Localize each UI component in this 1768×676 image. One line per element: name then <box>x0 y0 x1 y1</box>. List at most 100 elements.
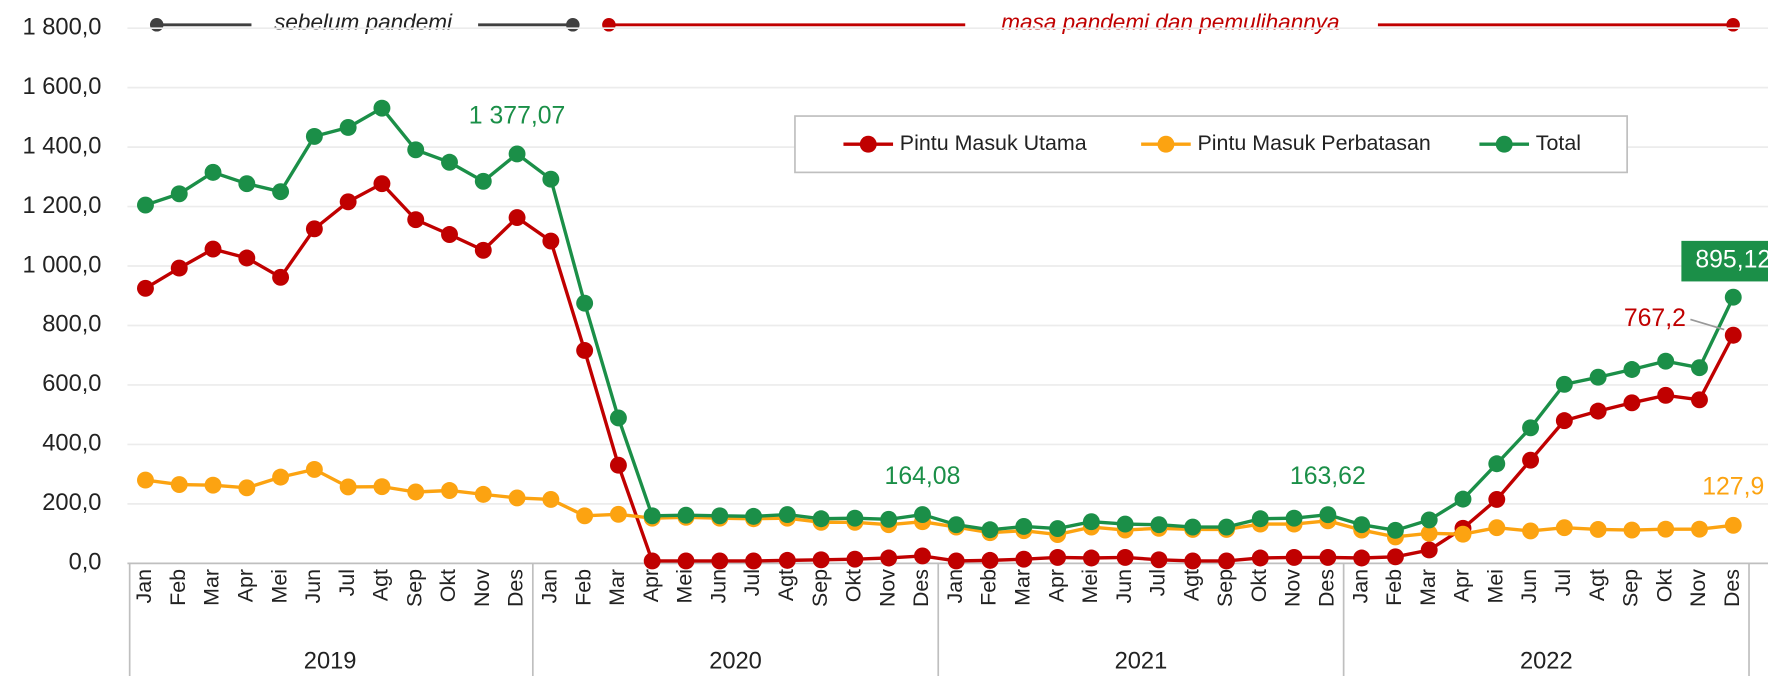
data-point <box>1691 520 1708 538</box>
data-point <box>204 240 222 258</box>
legend-label: Pintu Masuk Perbatasan <box>1198 131 1431 155</box>
x-group-label: 2019 <box>304 649 357 675</box>
data-label: 127,9 <box>1702 474 1764 501</box>
y-tick-label: 1 600,0 <box>23 74 102 100</box>
x-tick-label: Okt <box>842 569 866 602</box>
data-point <box>745 552 763 570</box>
data-point <box>1488 519 1506 537</box>
y-tick-label: 800,0 <box>42 312 101 338</box>
y-tick-label: 1 800,0 <box>23 14 102 40</box>
data-point <box>1589 402 1607 420</box>
legend-marker <box>1157 135 1175 153</box>
data-point <box>609 505 627 523</box>
data-point <box>170 476 188 494</box>
data-point <box>339 119 357 136</box>
legend: Pintu Masuk Utama Pintu Masuk Perbatasan T… <box>794 115 1628 174</box>
data-point <box>1522 451 1540 469</box>
data-point <box>1420 511 1438 529</box>
x-tick-label: Des <box>909 569 933 607</box>
x-tick-label: Apr <box>1450 569 1474 602</box>
y-tick-label: 0,0 <box>69 550 102 576</box>
x-group-label: 2022 <box>1520 649 1573 675</box>
x-tick-label: Sep <box>402 569 426 607</box>
legend-marker <box>859 135 877 153</box>
annotation-text: sebelum pandemi <box>274 10 453 35</box>
x-tick-label: Mei <box>1483 569 1507 603</box>
data-point <box>1623 361 1641 378</box>
data-point <box>407 141 425 159</box>
data-point <box>137 279 154 297</box>
data-label: 164,08 <box>885 463 961 490</box>
x-tick-label: Sep <box>808 569 832 607</box>
x-tick-label: Jul <box>1146 569 1170 596</box>
data-point <box>1116 548 1134 566</box>
data-point <box>1691 391 1708 409</box>
y-tick-label: 200,0 <box>42 490 101 516</box>
data-point <box>542 490 560 508</box>
x-group-label: 2020 <box>709 649 762 675</box>
x-tick-label: Jul <box>335 569 359 596</box>
data-point <box>1251 549 1269 567</box>
x-tick-label: Jun <box>1517 569 1541 604</box>
data-point <box>1420 524 1438 542</box>
data-point <box>1555 375 1573 393</box>
x-tick-label: Mei <box>673 569 697 603</box>
data-point <box>305 220 323 238</box>
x-tick-label: Agt <box>369 569 393 601</box>
x-tick-label: Okt <box>1247 569 1271 602</box>
data-point <box>407 211 425 229</box>
data-point <box>1353 549 1371 567</box>
data-point <box>339 478 357 496</box>
data-point <box>1386 521 1404 539</box>
data-point <box>373 99 391 117</box>
data-point <box>914 506 931 524</box>
data-point <box>474 172 492 190</box>
annotation-dot <box>602 18 616 32</box>
x-tick-label: Jul <box>1551 569 1575 596</box>
data-point <box>508 209 526 227</box>
data-point <box>880 510 898 528</box>
x-tick-label: Mei <box>1078 569 1102 603</box>
x-tick-label: Sep <box>1213 569 1237 607</box>
data-point <box>305 127 323 145</box>
data-point <box>745 507 763 525</box>
data-point <box>609 409 627 427</box>
data-point <box>677 506 695 524</box>
data-point <box>272 268 290 286</box>
data-point <box>137 196 154 214</box>
data-label: 163,62 <box>1290 463 1366 490</box>
x-tick-label: Jul <box>740 569 764 596</box>
data-point <box>474 485 492 503</box>
data-point <box>981 551 999 569</box>
data-point <box>914 547 931 565</box>
data-point <box>1522 522 1540 540</box>
x-tick-label: Mei <box>267 569 291 603</box>
x-tick-label: Jan <box>1348 569 1372 604</box>
annotation-pandemic: masa pandemi dan pemulihannya <box>602 10 1740 35</box>
data-point <box>1555 412 1573 430</box>
data-point <box>576 342 594 359</box>
data-label: 895,12 <box>1695 247 1768 274</box>
x-tick-label: Agt <box>1179 569 1203 601</box>
data-point <box>1454 490 1472 508</box>
data-point <box>1623 521 1641 539</box>
y-tick-label: 600,0 <box>42 371 101 397</box>
data-point <box>1488 490 1506 508</box>
plot: sebelum pandemi masa pandemi dan pemulih… <box>23 10 1768 676</box>
data-point <box>1319 548 1337 566</box>
x-tick-label: Feb <box>166 569 190 606</box>
data-point <box>1251 510 1269 528</box>
data-point <box>339 193 357 211</box>
data-point <box>1555 519 1573 537</box>
x-tick-label: Des <box>1315 569 1339 607</box>
data-point <box>508 489 526 507</box>
x-tick-label: Mar <box>200 569 224 606</box>
x-tick-label: Agt <box>1585 569 1609 601</box>
x-tick-label: Mar <box>1010 569 1034 606</box>
x-tick-label: Feb <box>1382 569 1406 606</box>
data-point <box>1724 288 1742 306</box>
data-label-box <box>1681 240 1768 282</box>
data-point <box>441 153 458 171</box>
x-tick-label: Jan <box>943 569 967 604</box>
